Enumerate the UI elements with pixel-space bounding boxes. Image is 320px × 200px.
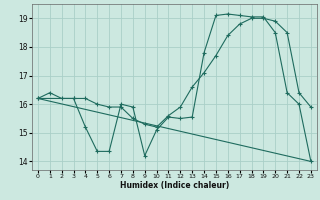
X-axis label: Humidex (Indice chaleur): Humidex (Indice chaleur) (120, 181, 229, 190)
